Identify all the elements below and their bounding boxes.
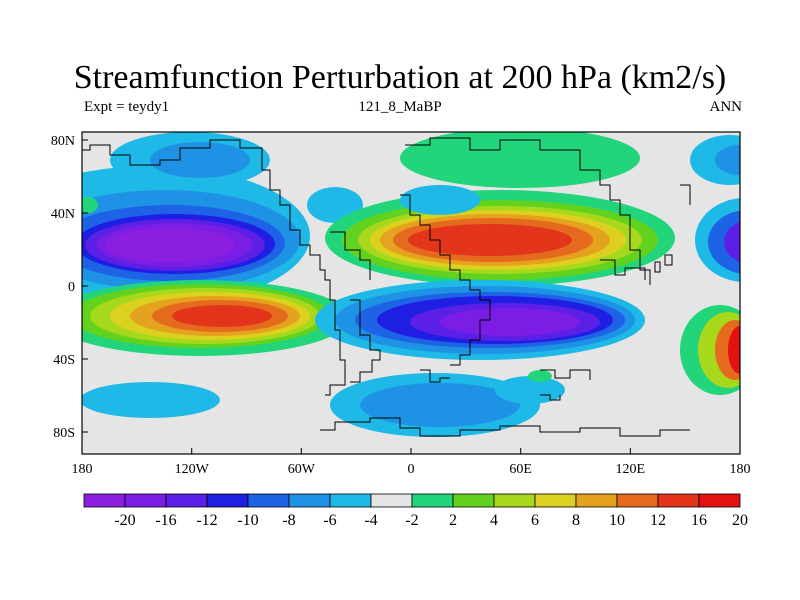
x-tick-label: 0 bbox=[408, 462, 415, 477]
x-tick-label: 60E bbox=[509, 462, 532, 477]
colorbar-label: 12 bbox=[650, 512, 666, 529]
tick-marks bbox=[81, 139, 741, 454]
colorbar-swatch bbox=[616, 493, 659, 508]
neg-anomaly-nh-pacific-east bbox=[695, 198, 740, 282]
y-tick-label: 40N bbox=[51, 207, 75, 222]
colorbar-swatch bbox=[206, 493, 249, 508]
colorbar-label: -20 bbox=[114, 512, 135, 529]
colorbar-label: -2 bbox=[405, 512, 418, 529]
colorbar-swatch bbox=[657, 493, 700, 508]
x-tick-label: 120E bbox=[616, 462, 646, 477]
colorbar-swatch bbox=[124, 493, 167, 508]
colorbar-label: 16 bbox=[691, 512, 707, 529]
neg-anomaly-southern-ocean bbox=[330, 373, 540, 437]
coastlines bbox=[82, 137, 691, 437]
pos-anomaly-nh-asia bbox=[325, 190, 675, 286]
pos-anomaly-sh-pacific bbox=[82, 280, 350, 356]
colorbar-swatch bbox=[247, 493, 290, 508]
colorbar-swatch bbox=[493, 493, 536, 508]
x-tick-label: 120W bbox=[175, 462, 210, 477]
colorbar-label: 20 bbox=[732, 512, 748, 529]
season-label: ANN bbox=[709, 99, 743, 115]
y-axis-labels: 80N 40N 0 40S 80S bbox=[51, 134, 75, 441]
colorbar-swatch bbox=[370, 493, 413, 508]
y-tick-label: 80S bbox=[53, 426, 75, 441]
colorbar-label: -10 bbox=[237, 512, 258, 529]
x-tick-label: 60W bbox=[288, 462, 316, 477]
neg-anomaly-nh-pacific bbox=[82, 166, 310, 306]
colorbar-label: 6 bbox=[531, 512, 539, 529]
colorbar-label: 10 bbox=[609, 512, 625, 529]
case-label: 121_8_MaBP bbox=[358, 99, 442, 115]
contour-fields bbox=[82, 132, 740, 437]
colorbar-label: -6 bbox=[323, 512, 336, 529]
experiment-label: Expt = teydy1 bbox=[84, 99, 170, 115]
colorbar-swatch bbox=[288, 493, 331, 508]
pos-anomaly-arctic bbox=[400, 132, 640, 188]
colorbar-swatch bbox=[165, 493, 208, 508]
colorbar-swatch bbox=[411, 493, 454, 508]
colorbar-label: 4 bbox=[490, 512, 498, 529]
colorbar-label: 8 bbox=[572, 512, 580, 529]
x-axis-labels: 180 120W 60W 0 60E 120E 180 bbox=[72, 462, 751, 477]
x-tick-label: 180 bbox=[72, 462, 93, 477]
colorbar-swatch bbox=[452, 493, 495, 508]
colorbar-label: -8 bbox=[282, 512, 295, 529]
colorbar-label: -16 bbox=[155, 512, 176, 529]
colorbar-label: -4 bbox=[364, 512, 377, 529]
colorbar-swatch bbox=[83, 493, 126, 508]
colorbar-label: 2 bbox=[449, 512, 457, 529]
chart-title: Streamfunction Perturbation at 200 hPa (… bbox=[73, 59, 727, 96]
colorbar-swatch bbox=[575, 493, 618, 508]
y-tick-label: 40S bbox=[53, 353, 75, 368]
colorbar: -20 -16 -12 -10 -8 -6 -4 -2 2 4 6 8 10 12 16 20 bbox=[83, 493, 748, 529]
colorbar-label: -12 bbox=[196, 512, 217, 529]
x-tick-label: 180 bbox=[730, 462, 751, 477]
pos-anomaly-sh-pacific-west bbox=[680, 305, 740, 395]
y-tick-label: 80N bbox=[51, 134, 75, 149]
colorbar-swatch bbox=[698, 493, 741, 508]
colorbar-swatch bbox=[534, 493, 577, 508]
colorbar-swatch bbox=[329, 493, 372, 508]
y-tick-label: 0 bbox=[68, 280, 75, 295]
